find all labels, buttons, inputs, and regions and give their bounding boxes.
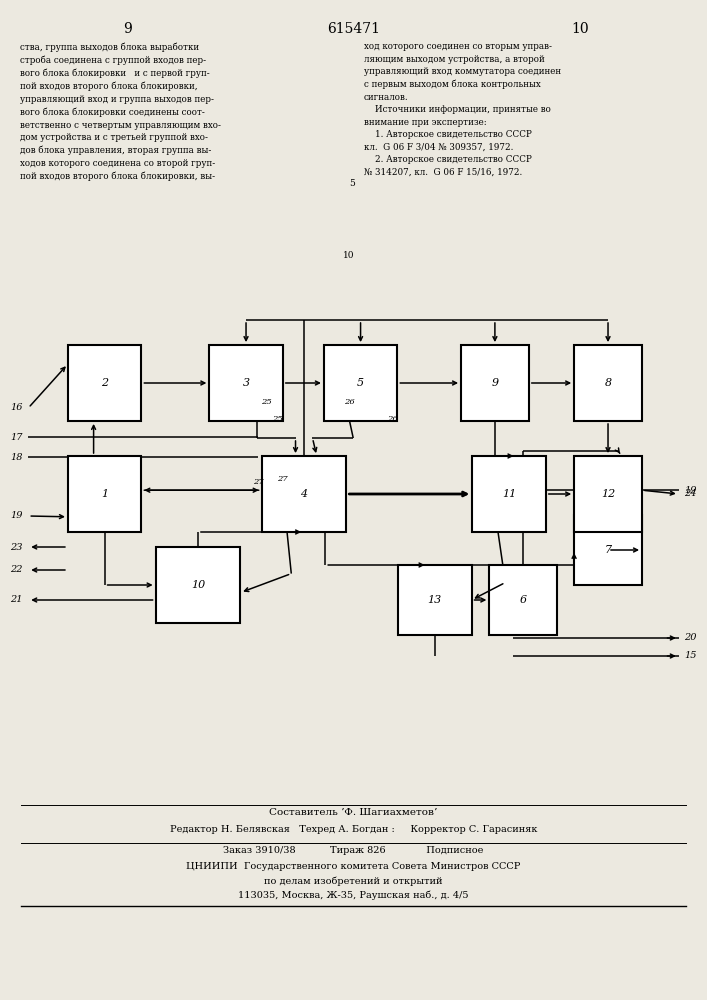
Text: 10: 10 [571, 22, 588, 36]
Text: 21: 21 [10, 595, 23, 604]
Text: 25: 25 [271, 415, 283, 423]
Bar [489, 565, 557, 635]
Text: 27: 27 [277, 475, 288, 483]
Text: 9: 9 [491, 378, 498, 388]
Bar [209, 345, 283, 421]
Text: ЦНИИПИ  Государственного комитета Совета Министров СССР: ЦНИИПИ Государственного комитета Совета … [187, 862, 520, 871]
Text: 8: 8 [604, 378, 612, 388]
Text: 3: 3 [243, 378, 250, 388]
Text: 10: 10 [344, 250, 355, 259]
Text: 26: 26 [387, 415, 398, 423]
Text: 20: 20 [684, 634, 697, 643]
Text: 25: 25 [261, 398, 271, 406]
Text: 27: 27 [252, 478, 264, 486]
Bar [574, 515, 642, 585]
Bar [68, 345, 141, 421]
Text: 19: 19 [684, 486, 697, 495]
Text: 4: 4 [300, 489, 308, 499]
Text: 22: 22 [10, 566, 23, 574]
Bar [262, 456, 346, 532]
Text: Составитель ʼФ. Шагиахметовʼ: Составитель ʼФ. Шагиахметовʼ [269, 808, 438, 817]
Text: 23: 23 [10, 542, 23, 552]
Bar [398, 565, 472, 635]
Bar [156, 547, 240, 623]
Bar [461, 345, 529, 421]
Text: 18: 18 [10, 452, 23, 462]
Text: Редактор Н. Белявская   Техред А. Богдан :     Корректор С. Гарасиняк: Редактор Н. Белявская Техред А. Богдан :… [170, 825, 537, 834]
Text: 16: 16 [10, 403, 23, 412]
Text: 19: 19 [10, 512, 23, 520]
Text: 12: 12 [601, 489, 615, 499]
Text: 7: 7 [604, 545, 612, 555]
Text: ства, группа выходов блока выработки
строба соединена с группой входов пер-
вого: ства, группа выходов блока выработки стр… [20, 42, 221, 181]
Text: 26: 26 [344, 398, 355, 406]
Text: 11: 11 [502, 489, 516, 499]
Text: 15: 15 [684, 652, 697, 660]
Text: 5: 5 [349, 178, 355, 188]
Text: 2: 2 [101, 378, 108, 388]
Text: по делам изобретений и открытий: по делам изобретений и открытий [264, 876, 443, 886]
Text: 24: 24 [684, 489, 697, 498]
Bar [574, 345, 642, 421]
Text: 615471: 615471 [327, 22, 380, 36]
Bar [324, 345, 397, 421]
Text: ход которого соединен со вторым управ-
ляющим выходом устройства, а второй
управ: ход которого соединен со вторым управ- л… [364, 42, 561, 177]
Text: 10: 10 [191, 580, 205, 590]
Text: 13: 13 [428, 595, 442, 605]
Text: 113035, Москва, Ж-35, Раушская наб., д. 4/5: 113035, Москва, Ж-35, Раушская наб., д. … [238, 890, 469, 900]
Text: 1: 1 [101, 489, 108, 499]
Bar [472, 456, 546, 532]
Text: 6: 6 [520, 595, 527, 605]
Text: Заказ 3910/38           Тираж 826             Подписное: Заказ 3910/38 Тираж 826 Подписное [223, 846, 484, 855]
Bar [574, 456, 642, 532]
Text: 9: 9 [123, 22, 132, 36]
Text: 5: 5 [357, 378, 364, 388]
Text: 17: 17 [10, 432, 23, 442]
Bar [68, 456, 141, 532]
